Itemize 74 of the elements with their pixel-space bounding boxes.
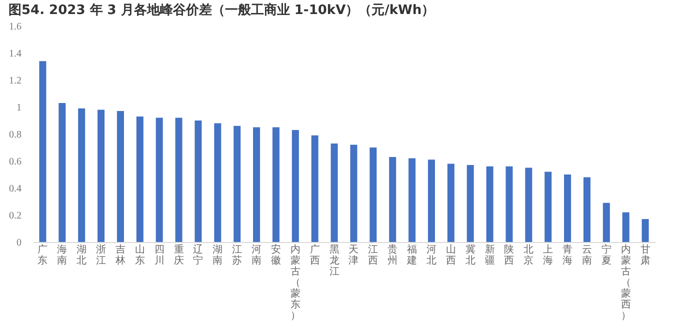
- x-tick-label: 内蒙古（蒙西）: [620, 244, 631, 322]
- x-tick-label: 陕西: [504, 244, 514, 266]
- x-tick-label: 宁夏: [601, 244, 612, 266]
- bar: [214, 123, 222, 242]
- y-tick-label: 0.6: [9, 156, 22, 168]
- bar: [78, 108, 86, 242]
- x-tick-label: 广东: [38, 244, 48, 266]
- bar: [486, 166, 494, 242]
- x-tick-label: 辽宁: [193, 244, 204, 266]
- bar: [622, 212, 630, 242]
- x-tick-label: 吉林: [114, 244, 126, 266]
- y-tick-label: 1.2: [9, 76, 22, 86]
- x-tick-label: 冀北: [465, 244, 476, 266]
- x-tick-label: 江苏: [232, 244, 242, 266]
- bar: [330, 143, 338, 242]
- bar: [311, 135, 318, 242]
- y-tick-label: 0.8: [9, 130, 22, 140]
- bar: [466, 165, 474, 242]
- bar: [116, 111, 124, 242]
- bar: [253, 127, 260, 242]
- bar: [156, 118, 163, 242]
- bar: [642, 219, 649, 242]
- x-tick-label: 广西: [310, 244, 320, 266]
- bar: [98, 110, 105, 242]
- x-tick-label: 贵州: [388, 244, 398, 266]
- bar: [564, 174, 572, 242]
- x-tick-label: 黑龙江: [329, 244, 340, 278]
- bar: [544, 172, 552, 242]
- bar: [39, 61, 46, 242]
- x-tick-label: 湖南: [212, 244, 223, 266]
- y-tick-label: 0.4: [9, 184, 22, 194]
- x-tick-label: 安徽: [270, 244, 281, 266]
- x-tick-label: 青海: [562, 244, 573, 266]
- bar: [272, 127, 280, 242]
- bar: [175, 118, 182, 242]
- x-tick-label: 河南: [252, 244, 262, 266]
- x-tick-label: 河北: [426, 244, 436, 266]
- x-tick-label: 福建: [406, 244, 418, 266]
- bar: [408, 158, 416, 242]
- bar: [350, 144, 358, 242]
- x-tick-label: 海南: [57, 244, 68, 266]
- y-tick-label: 0.2: [9, 210, 22, 222]
- x-tick-label: 内蒙古（蒙东）: [290, 244, 300, 322]
- bar: [602, 202, 610, 242]
- x-tick-label: 湖北: [76, 244, 87, 266]
- chart-title: 图54. 2023 年 3 月各地峰谷价差（一般工商业 1-10kV）（元/kWh）: [8, 2, 435, 18]
- x-tick-label: 重庆: [174, 244, 184, 266]
- bar: [194, 120, 202, 242]
- bar: [428, 160, 435, 242]
- x-tick-label: 山东: [134, 244, 145, 266]
- x-tick-label: 甘肃: [640, 244, 650, 266]
- bar: [506, 166, 513, 242]
- x-tick-label: 新疆: [484, 244, 495, 266]
- bar: [525, 168, 532, 242]
- y-tick-label: 1.4: [9, 48, 22, 60]
- bar: [292, 130, 299, 242]
- bar: [583, 177, 590, 242]
- bar: [136, 116, 144, 242]
- x-tick-label: 江西: [368, 244, 378, 266]
- bar: [389, 156, 396, 242]
- bar: [58, 102, 66, 242]
- x-tick-label: 北京: [524, 244, 534, 266]
- bar: [370, 148, 377, 242]
- x-tick-label: 浙江: [96, 244, 106, 266]
- x-tick-label: 上海: [543, 244, 554, 266]
- x-tick-label: 四川: [154, 244, 164, 266]
- y-tick-label: 1: [16, 102, 22, 114]
- y-tick-label: 0: [16, 238, 22, 248]
- bar: [447, 164, 454, 242]
- y-tick-label: 1.6: [9, 22, 22, 32]
- bar: [234, 126, 241, 242]
- x-tick-label: 云南: [582, 244, 592, 266]
- x-tick-label: 山西: [446, 244, 456, 266]
- x-tick-label: 天津: [348, 244, 359, 266]
